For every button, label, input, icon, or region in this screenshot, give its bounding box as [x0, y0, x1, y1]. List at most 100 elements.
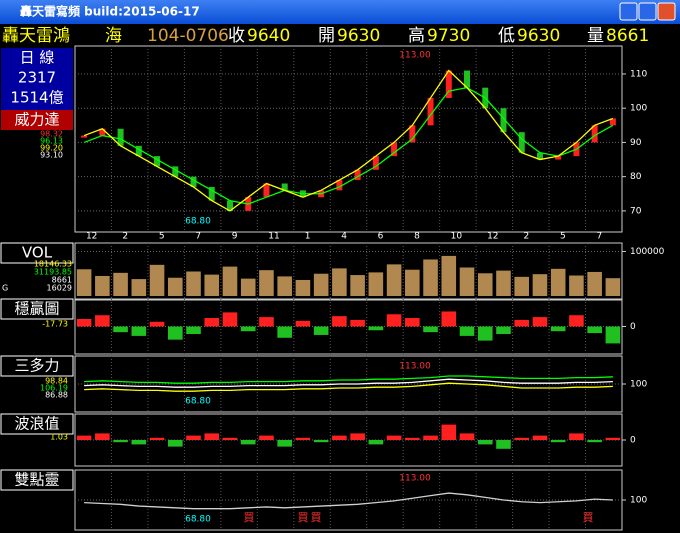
- volume-value: 8661: [52, 276, 72, 285]
- volume-bar: [259, 270, 274, 296]
- win-bar: [76, 318, 92, 327]
- wave-bar: [313, 440, 329, 443]
- volume-bar: [350, 275, 365, 296]
- volume-value: 18146.33: [34, 260, 72, 269]
- volume-side: G: [2, 284, 8, 293]
- win-bar: [441, 311, 457, 327]
- panel-frame: [74, 242, 623, 301]
- volume-value: 8661: [606, 26, 649, 46]
- panel-title: 雙點靈: [14, 471, 59, 489]
- wave-bar: [368, 440, 384, 445]
- win-bar: [496, 326, 511, 335]
- win-bar: [277, 326, 292, 338]
- candle: [518, 132, 525, 153]
- panel-title: 三多力: [14, 357, 59, 375]
- volume-bar: [569, 275, 584, 296]
- close-value: 9640: [247, 26, 290, 46]
- wave-bar: [167, 440, 183, 447]
- x-tick-label: 9: [232, 232, 238, 242]
- minimize-button[interactable]: [619, 2, 638, 21]
- y-tick-label: 80: [630, 172, 642, 182]
- low-label: 低: [498, 26, 515, 46]
- volume-bar: [332, 268, 347, 296]
- high-annotation: 113.00: [399, 362, 431, 372]
- period: 日 線: [20, 49, 55, 67]
- win-bar: [332, 316, 347, 327]
- panel-frame: [74, 45, 623, 233]
- wave-bar: [550, 440, 566, 443]
- y-tick-label: 90: [630, 138, 642, 148]
- win-bar: [95, 315, 110, 327]
- volume-bar: [167, 277, 183, 296]
- close-label: 收: [228, 26, 245, 46]
- x-tick-label: 11: [268, 232, 279, 242]
- win-bar: [605, 326, 621, 344]
- wave-bar: [76, 435, 92, 440]
- buy-signal: 買: [583, 511, 594, 524]
- win-bar: [149, 321, 165, 327]
- stock-name: 轟天雷鴻: [2, 26, 70, 46]
- x-tick-label: 12: [86, 232, 97, 242]
- volume-bar: [405, 269, 420, 296]
- win-bar: [204, 318, 220, 327]
- info-box: [1, 48, 73, 110]
- maximize-button[interactable]: [638, 2, 657, 21]
- volume-bar: [149, 264, 165, 296]
- volume-bar: [423, 259, 438, 296]
- win-bar: [131, 326, 147, 336]
- wave-bar: [423, 435, 438, 440]
- three-value: 106.19: [40, 384, 68, 393]
- candle: [208, 186, 215, 201]
- close-line: [83, 69, 614, 212]
- win-bar: [423, 326, 438, 333]
- x-tick-label: 5: [159, 232, 165, 242]
- panel-title: VOL: [22, 244, 53, 262]
- three-value: 86.88: [45, 391, 68, 400]
- candle: [190, 176, 197, 187]
- y-tick-label: 0: [630, 322, 636, 332]
- win-bar: [386, 314, 402, 327]
- volume-bar: [496, 270, 511, 296]
- candle: [263, 183, 270, 198]
- wave-bar: [441, 424, 457, 440]
- y-tick-label: 100: [630, 104, 647, 114]
- wave-bar: [332, 435, 347, 440]
- candle: [226, 200, 233, 211]
- wave-bar: [240, 440, 256, 445]
- title-bar: [0, 0, 680, 24]
- stock-code: 2317: [18, 69, 56, 87]
- panel-title-box: [0, 355, 74, 377]
- panel-title: 穩贏圖: [14, 300, 59, 318]
- wave-bar: [386, 435, 402, 440]
- candle: [99, 128, 106, 136]
- win-bar: [368, 326, 384, 331]
- candle: [409, 125, 416, 143]
- x-tick-label: 1: [305, 232, 311, 242]
- win-bar: [405, 318, 420, 327]
- win-bar: [113, 326, 128, 333]
- win-bar: [313, 326, 329, 335]
- candle: [172, 166, 179, 177]
- wave-value: 1.03: [50, 433, 68, 442]
- wave-bar: [569, 433, 584, 440]
- y-tick-label: 110: [630, 69, 647, 79]
- close-button[interactable]: [657, 2, 676, 21]
- date: 104-0706: [147, 26, 229, 46]
- x-tick-label: 4: [341, 232, 347, 242]
- volume-bar: [477, 273, 493, 296]
- ma-line: [83, 86, 614, 205]
- wave-bar: [204, 433, 220, 440]
- high-value: 9730: [427, 26, 470, 46]
- volume-bar: [605, 278, 621, 296]
- high-label: 高: [408, 26, 425, 46]
- panel-title-box: [0, 298, 74, 320]
- market: 海: [105, 26, 122, 46]
- candle: [500, 108, 507, 133]
- wave-bar: [350, 433, 365, 440]
- wave-bar: [477, 440, 493, 445]
- lower-line: [84, 382, 613, 392]
- win-bar: [186, 326, 201, 335]
- win-bar: [167, 326, 183, 340]
- candle: [281, 183, 288, 191]
